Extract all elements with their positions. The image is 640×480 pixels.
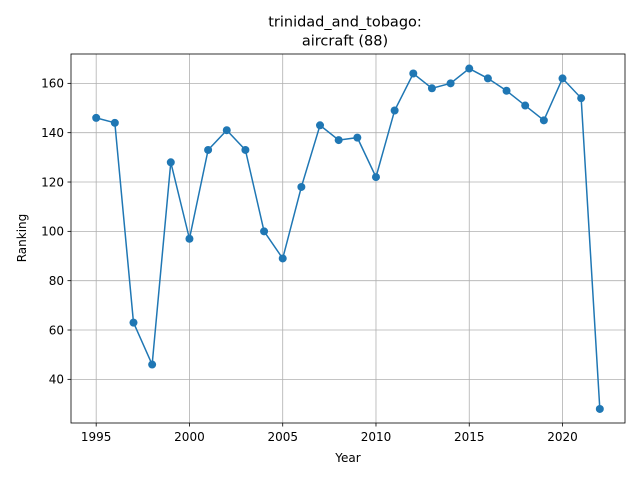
data-point: [558, 74, 567, 83]
x-tick-label: 2015: [454, 430, 485, 444]
data-point: [371, 173, 380, 182]
series: [92, 64, 604, 413]
ticks: 1995 2000 2005 2010 2015 2020 40 60 80 100 120 140 1…: [41, 77, 578, 444]
data-point: [409, 69, 418, 78]
plot-frame: [70, 53, 626, 424]
data-point: [260, 227, 269, 236]
y-tick-label: 80: [49, 274, 64, 288]
x-tick-label: 2005: [267, 430, 298, 444]
data-point: [316, 121, 325, 130]
data-point: [539, 116, 548, 125]
y-tick-label: 140: [41, 126, 64, 140]
chart-title-line-2: aircraft (88): [302, 34, 388, 50]
data-point: [465, 64, 474, 73]
data-point: [278, 254, 287, 263]
data-point: [166, 158, 175, 167]
data-point: [185, 234, 194, 243]
data-point: [390, 106, 399, 115]
data-point: [483, 74, 492, 83]
data-point: [334, 136, 343, 145]
data-point: [148, 360, 157, 369]
data-point: [222, 126, 231, 135]
x-axis-label: Year: [334, 451, 360, 465]
data-point: [521, 101, 530, 110]
x-tick-label: 2020: [547, 430, 578, 444]
data-point: [241, 145, 250, 154]
data-point: [297, 182, 306, 191]
data-point: [129, 318, 138, 327]
y-tick-label: 120: [41, 175, 64, 189]
y-axis-label: Ranking: [15, 214, 29, 263]
y-tick-label: 160: [41, 77, 64, 91]
series-line: [95, 67, 601, 409]
x-tick-label: 1995: [81, 430, 112, 444]
data-point: [577, 94, 586, 103]
chart-title-line-1: trinidad_and_tobago:: [268, 15, 422, 31]
grid: [71, 54, 625, 423]
data-point: [353, 133, 362, 142]
data-point: [204, 145, 213, 154]
data-point: [110, 118, 119, 127]
x-tick-label: 2000: [174, 430, 205, 444]
data-point: [92, 113, 101, 122]
data-point: [446, 79, 455, 88]
data-point: [427, 84, 436, 93]
y-tick-label: 40: [49, 373, 64, 387]
data-point: [502, 86, 511, 95]
data-point: [595, 404, 604, 413]
y-tick-label: 100: [41, 225, 64, 239]
y-tick-label: 60: [49, 323, 64, 337]
x-tick-label: 2010: [361, 430, 392, 444]
